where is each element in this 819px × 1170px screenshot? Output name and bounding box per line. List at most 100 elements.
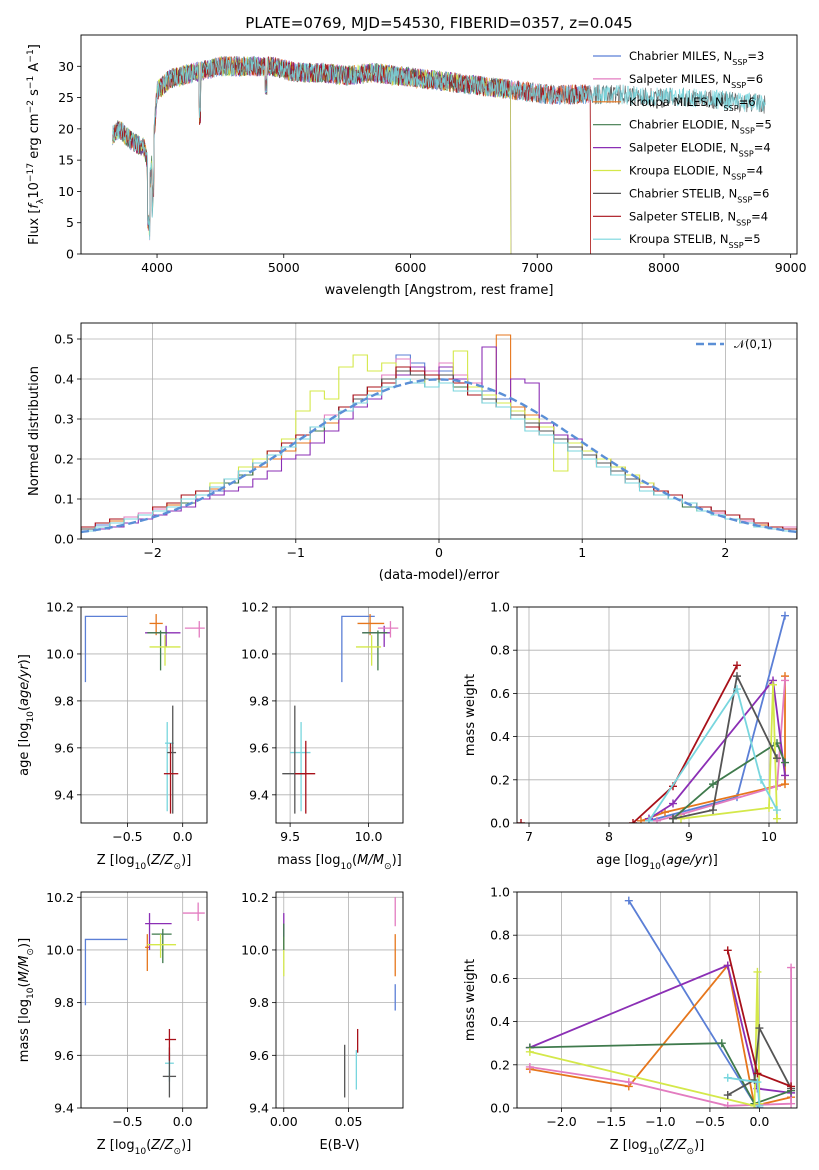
x-tick-label: 0.05 xyxy=(335,1114,363,1129)
x-tick-label: 9000 xyxy=(775,260,807,275)
legend-label: Kroupa MILES, NSSP=6 xyxy=(629,95,756,113)
y-tick-label: 0.2 xyxy=(54,452,74,467)
plus-marker xyxy=(723,946,732,955)
mass-weight-vs-age-chart: 7 8 9 10 0.0 0.2 0.4 0.6 0.8 1.0 age [log10(age/yr… xyxy=(463,600,798,872)
error-point xyxy=(147,934,177,958)
x-tick-label: −2.0 xyxy=(546,1114,576,1129)
error-point xyxy=(182,902,205,921)
histogram-step xyxy=(81,366,797,539)
plus-marker xyxy=(723,1073,732,1082)
y-tick-label: 9.8 xyxy=(54,995,74,1010)
plus-marker xyxy=(787,1082,796,1091)
y-tick-label: 5 xyxy=(66,215,74,230)
legend-label: Salpeter MILES, NSSP=6 xyxy=(629,72,763,90)
x-tick-label: 8000 xyxy=(648,260,680,275)
x-tick-label: 1 xyxy=(578,545,586,560)
y-tick-label: 0.6 xyxy=(490,686,510,701)
x-tick-label: 2 xyxy=(721,545,729,560)
weight-line xyxy=(727,1024,792,1096)
x-tick-label: 0.0 xyxy=(749,1114,769,1129)
y-tick-label: 9.4 xyxy=(249,1101,269,1116)
x-tick-label: 0.00 xyxy=(270,1114,298,1129)
plus-marker xyxy=(755,1024,764,1033)
y-tick-label: 9.8 xyxy=(249,995,269,1010)
y-tick-label: 9.4 xyxy=(54,1101,74,1116)
spectra xyxy=(112,55,766,254)
plus-marker xyxy=(517,819,525,823)
spectrum-chart: PLATE=0769, MJD=54530, FIBERID=0357, z=0… xyxy=(26,14,807,298)
x-tick-label: 5000 xyxy=(268,260,300,275)
plus-marker xyxy=(677,814,685,823)
error-point xyxy=(149,635,181,666)
x-tick-label: −2 xyxy=(143,545,161,560)
y-axis-label: Normed distribution xyxy=(27,366,42,496)
error-point xyxy=(377,621,399,638)
plus-marker xyxy=(755,1101,764,1108)
y-tick-label: 10.0 xyxy=(46,646,74,661)
histogram-step xyxy=(81,378,797,539)
x-tick-label: 4000 xyxy=(141,260,173,275)
x-axis-label: Z [log10(Z/Z⊙)] xyxy=(610,1138,705,1157)
legend-label: Chabrier ELODIE, NSSP=5 xyxy=(629,118,772,136)
mass-vs-extinction-chart: 0.00 0.05 9.4 9.6 9.8 10.0 10.2 E(B-V) xyxy=(241,890,404,1153)
y-tick-label: 0.6 xyxy=(490,971,510,986)
x-tick-label: 9 xyxy=(685,829,693,844)
plus-marker xyxy=(709,780,717,789)
legend-label: Chabrier STELIB, NSSP=6 xyxy=(629,186,769,204)
x-axis-label: (data-model)/error xyxy=(379,568,500,583)
y-tick-label: 0.4 xyxy=(490,729,510,744)
y-tick-label: 1.0 xyxy=(490,885,510,900)
axes-frame xyxy=(80,34,798,255)
points xyxy=(282,614,399,814)
plus-marker xyxy=(781,676,789,685)
x-tick-label: 10.0 xyxy=(355,829,383,844)
y-tick-label: 0.4 xyxy=(490,1014,510,1029)
x-tick-label: 10 xyxy=(761,829,777,844)
axes-frame xyxy=(516,606,798,824)
error-point xyxy=(165,1028,177,1061)
plus-marker xyxy=(781,780,789,789)
weight-line xyxy=(672,741,786,820)
x-tick-label: −0.5 xyxy=(112,1114,142,1129)
x-tick-label: −0.5 xyxy=(112,829,142,844)
plus-marker xyxy=(773,754,781,763)
points xyxy=(84,614,205,814)
error-point xyxy=(290,722,311,812)
legend-label: Chabrier MILES, NSSP=3 xyxy=(629,49,764,67)
y-tick-label: 9.6 xyxy=(249,740,269,755)
plus-marker xyxy=(773,814,781,823)
plus-marker xyxy=(765,803,773,812)
plus-marker xyxy=(781,758,789,767)
plus-marker xyxy=(709,806,717,815)
weight-lines xyxy=(517,611,789,823)
age-vs-metallicity-chart: −0.5 0.0 9.4 9.6 9.8 10.0 10.2 Z [log10(Z/Z⊙)] a… xyxy=(17,600,208,872)
normal-curve xyxy=(81,378,797,534)
x-tick-label: 9.5 xyxy=(280,829,300,844)
legend-label: Salpeter STELIB, NSSP=4 xyxy=(629,209,768,227)
error-point xyxy=(355,635,382,666)
histograms xyxy=(81,334,797,539)
error-point xyxy=(84,615,128,683)
plus-marker xyxy=(723,1101,732,1108)
y-tick-label: 10.2 xyxy=(241,600,269,615)
plus-marker xyxy=(757,775,765,784)
y-tick-label: 25 xyxy=(58,90,74,105)
weight-line xyxy=(672,673,778,820)
x-axis-label: Z [log10(Z/Z⊙)] xyxy=(97,853,192,872)
y-tick-label: 10.2 xyxy=(241,890,269,905)
y-axis-label: mass [log10(M/M⊙)] xyxy=(17,938,36,1062)
weight-lines xyxy=(525,896,796,1108)
x-tick-label: −0.5 xyxy=(695,1114,725,1129)
error-point xyxy=(145,934,150,972)
plus-marker xyxy=(753,1069,762,1078)
error-corner xyxy=(341,615,375,683)
axes-frame xyxy=(80,322,798,540)
age-vs-mass-chart: 9.5 10.0 9.4 9.6 9.8 10.0 10.2 mass [log10(M/M⊙… xyxy=(241,600,404,872)
error-point xyxy=(147,630,168,671)
error-point xyxy=(167,705,177,814)
error-point xyxy=(294,740,316,814)
axes-frame xyxy=(80,891,208,1109)
y-tick-label: 1.0 xyxy=(490,600,510,615)
y-tick-label: 9.6 xyxy=(54,1048,74,1063)
y-tick-label: 0.5 xyxy=(54,332,74,347)
